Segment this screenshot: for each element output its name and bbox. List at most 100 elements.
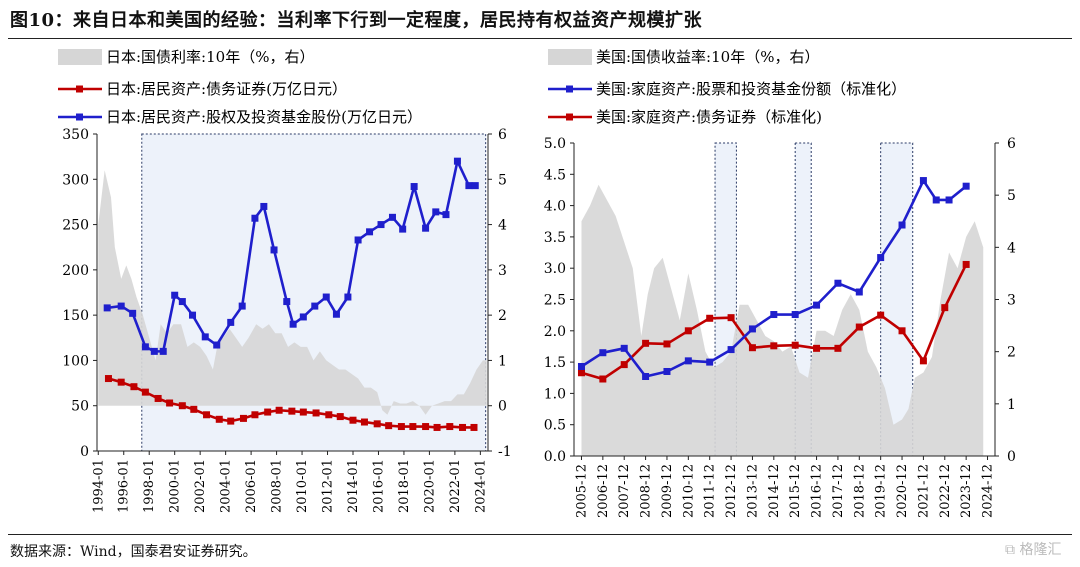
us-series-debt-marker (706, 314, 714, 322)
us-left-tick-label: 2.5 (544, 293, 566, 309)
jp-left-tick-label: 350 (62, 127, 89, 143)
us-series-debt-marker (941, 304, 949, 312)
jp-left-tick-label: 50 (71, 399, 89, 415)
us-series-equity-marker (620, 344, 628, 352)
jp-left-tick-label: 150 (62, 308, 89, 324)
jp-series-equity-marker (354, 236, 362, 244)
jp-series-debt-marker (215, 415, 223, 423)
jp-left-tick-label: 0 (80, 444, 89, 460)
us-x-tick-label: 2023-12 (959, 464, 974, 518)
us-x-tick-label: 2013-12 (745, 464, 760, 518)
jp-x-tick-label: 2010-01 (295, 459, 310, 513)
us-series-debt-marker (727, 314, 735, 322)
us-right-tick-label: 3 (1007, 293, 1016, 309)
jp-right-tick-label: 1 (498, 353, 507, 369)
us-series-equity-marker (642, 372, 650, 380)
us-series-equity-marker (727, 346, 735, 354)
jp-series-debt-marker (360, 418, 368, 426)
jp-series-debt-marker (154, 394, 162, 402)
jp-left-tick-label: 100 (62, 353, 89, 369)
us-x-tick-label: 2008-12 (639, 464, 654, 518)
jp-series-equity-marker (471, 182, 479, 190)
jp-series-debt-marker (227, 417, 235, 425)
us-left-tick-label: 5.0 (544, 136, 566, 152)
jp-series-equity-marker (366, 228, 374, 236)
jp-right-tick-label: 2 (498, 308, 507, 324)
us-right-tick-label: 1 (1007, 397, 1016, 413)
us-series-equity-marker (834, 279, 842, 287)
jp-series-debt-marker (470, 423, 478, 431)
jp-series-equity-marker (260, 202, 268, 210)
us-series-equity-marker (663, 367, 671, 375)
us-x-tick-label: 2021-12 (916, 464, 931, 518)
jp-series-equity-marker (129, 309, 137, 317)
jp-series-debt-marker (178, 402, 186, 410)
us-series-equity-marker (898, 221, 906, 229)
jp-x-tick-label: 2000-01 (168, 459, 183, 513)
jp-x-tick-label: 2002-01 (193, 459, 208, 513)
us-series-debt-marker (770, 342, 778, 350)
jp-series-equity-marker (159, 347, 167, 355)
jp-series-debt-marker (239, 414, 247, 422)
us-series-equity-marker (770, 311, 778, 319)
jp-series-debt-marker (373, 420, 381, 428)
us-x-tick-label: 2012-12 (724, 464, 739, 518)
us-series-debt-marker (748, 344, 756, 352)
jp-series-equity-marker (453, 157, 461, 165)
jp-right-tick-label: 4 (498, 218, 507, 234)
us-series-equity-marker (684, 357, 692, 365)
us-series-debt-marker (642, 339, 650, 347)
jp-series-equity-marker (117, 302, 125, 310)
us-series-equity-marker (577, 362, 585, 370)
jp-series-equity-marker (322, 293, 330, 301)
jp-series-debt-marker (422, 423, 430, 431)
jp-series-debt-marker (397, 423, 405, 431)
jp-x-tick-label: 2014-01 (346, 459, 361, 513)
jp-series-debt-marker (446, 423, 454, 431)
us-series-debt-marker (663, 340, 671, 348)
us-right-tick-label: 4 (1007, 240, 1016, 256)
jp-series-equity-marker (388, 213, 396, 221)
jp-series-debt-marker (190, 405, 198, 413)
jp-series-debt-marker (130, 383, 138, 391)
us-series-debt-marker (962, 260, 970, 268)
us-series-debt-marker (620, 361, 628, 369)
us-series-equity-marker (791, 311, 799, 319)
jp-legend-marker-equity (76, 113, 83, 121)
us-series-equity-line (580, 179, 967, 378)
jp-series-debt-marker (336, 413, 344, 421)
us-left-tick-label: 0.0 (544, 449, 566, 465)
jp-series-debt-marker (264, 408, 272, 416)
us-legend-swatch-yield (548, 49, 592, 65)
us-right-tick-label: 0 (1007, 449, 1016, 465)
jp-left-tick-label: 200 (62, 263, 89, 279)
jp-x-tick-label: 2016-01 (371, 459, 386, 513)
us-x-tick-label: 2019-12 (874, 464, 889, 518)
jp-series-equity-marker (399, 225, 407, 233)
jp-series-equity-marker (344, 293, 352, 301)
jp-series-debt-marker (275, 406, 283, 414)
us-x-tick-label: 2009-12 (660, 464, 675, 518)
jp-legend-label-debt: 日本:居民资产:债务证券(万亿日元） (106, 80, 347, 98)
us-series-equity-marker (945, 196, 953, 204)
jp-series-equity-marker (201, 333, 209, 341)
jp-series-debt-marker (104, 375, 112, 383)
jp-series-equity-marker (332, 310, 340, 318)
us-x-tick-label: 2016-12 (810, 464, 825, 518)
source-rule (8, 534, 1072, 535)
jp-series-debt-marker (288, 407, 296, 415)
jp-series-equity-marker (422, 224, 430, 232)
us-series-debt-marker (577, 369, 585, 377)
us-legend-marker-equity (566, 85, 573, 93)
us-series-equity-marker (932, 196, 940, 204)
jp-right-tick-label: 3 (498, 263, 507, 279)
us-left-tick-label: 4.5 (544, 167, 566, 183)
jp-series-debt-marker (299, 408, 307, 416)
jp-series-equity-marker (141, 343, 149, 351)
us-x-tick-label: 2022-12 (938, 464, 953, 518)
jp-x-tick-label: 2020-01 (422, 459, 437, 513)
us-series-debt-marker (919, 357, 927, 365)
jp-series-debt-marker (141, 388, 149, 396)
jp-left-tick-label: 250 (62, 218, 89, 234)
